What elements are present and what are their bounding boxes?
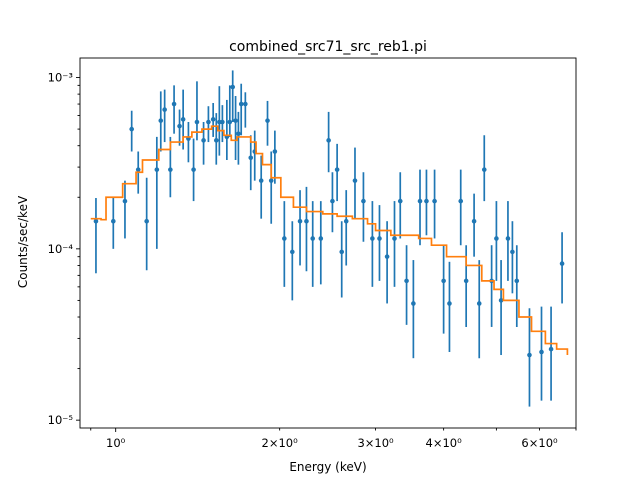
data-point <box>282 236 287 241</box>
data-point <box>339 249 345 255</box>
axis-ticks: 10⁰ 2×10⁰ 3×10⁰ 4×10⁰ 6×10⁰ 10⁻⁵ 10⁻⁴ 10⁻³ <box>48 71 577 450</box>
data-point <box>194 119 200 125</box>
data-point <box>310 236 316 241</box>
x-tick-label: 6×10⁰ <box>521 436 558 450</box>
data-point <box>352 178 358 183</box>
data-point <box>458 198 464 204</box>
data-point <box>476 301 482 306</box>
data-point <box>122 198 128 204</box>
data-point <box>144 218 149 224</box>
data-point <box>111 218 116 224</box>
data-point <box>158 118 164 123</box>
data-point <box>548 346 554 352</box>
data-point <box>304 218 309 224</box>
data-point <box>220 119 225 125</box>
data-point <box>392 236 397 241</box>
data-point <box>318 236 324 241</box>
data-point <box>93 218 99 224</box>
data-point <box>441 278 446 284</box>
data-point <box>272 149 278 154</box>
y-axis-label: Counts/sec/keV <box>16 195 30 288</box>
data-point <box>514 278 520 284</box>
chart-title: combined_src71_src_reb1.pi <box>229 39 427 55</box>
model-line <box>90 125 569 356</box>
data-point <box>233 118 238 123</box>
data-point <box>343 218 349 224</box>
data-point <box>494 236 499 241</box>
data-point <box>290 249 295 255</box>
data-point <box>498 298 504 303</box>
data-point <box>154 167 160 172</box>
data-point <box>510 249 515 255</box>
data-point <box>471 218 477 224</box>
data-point <box>559 261 565 266</box>
data-point <box>481 167 487 172</box>
y-tick-label: 10⁻⁵ <box>48 413 74 427</box>
data-point <box>168 167 173 172</box>
y-tick-label: 10⁻⁴ <box>48 242 74 256</box>
data-point <box>384 254 390 259</box>
data-point <box>210 117 216 122</box>
data-point <box>527 352 532 358</box>
data-point <box>129 126 134 132</box>
data-point <box>177 123 182 129</box>
data-point <box>162 107 167 112</box>
data-point <box>397 198 403 204</box>
data-point <box>206 119 211 125</box>
data-point <box>135 167 141 172</box>
data-point <box>238 101 244 107</box>
data-point <box>370 236 375 241</box>
data-point <box>377 236 382 241</box>
x-tick-label: 3×10⁰ <box>357 436 394 450</box>
data-point <box>201 138 206 143</box>
data-point <box>463 278 469 284</box>
data-point <box>248 155 254 161</box>
data-point <box>243 101 248 107</box>
data-point <box>432 198 437 204</box>
data-point <box>330 198 335 204</box>
data-point <box>411 301 416 306</box>
x-tick-label: 4×10⁰ <box>426 436 463 450</box>
y-tick-label: 10⁻³ <box>48 71 74 85</box>
x-axis-label: Energy (keV) <box>289 460 366 474</box>
x-tick-label: 10⁰ <box>106 436 126 450</box>
data-point <box>265 118 270 123</box>
data-point <box>227 119 233 125</box>
plot-frame <box>79 57 577 429</box>
data-point <box>417 198 423 204</box>
data-point <box>424 198 429 204</box>
x-tick-label: 2×10⁰ <box>262 436 299 450</box>
data-point <box>326 138 331 143</box>
data-point <box>268 178 274 183</box>
plot-area <box>79 57 577 429</box>
data-point <box>213 138 219 143</box>
data-series <box>93 70 565 407</box>
data-point <box>361 198 366 204</box>
data-point <box>539 349 544 355</box>
data-point <box>258 178 264 183</box>
data-point <box>236 131 241 136</box>
data-point <box>230 84 236 90</box>
data-point <box>447 301 452 306</box>
data-point <box>297 218 303 224</box>
data-point <box>334 167 340 172</box>
data-point <box>180 117 186 122</box>
data-point <box>171 101 177 107</box>
data-point <box>191 167 196 172</box>
data-point <box>505 236 511 241</box>
data-point <box>404 278 409 284</box>
